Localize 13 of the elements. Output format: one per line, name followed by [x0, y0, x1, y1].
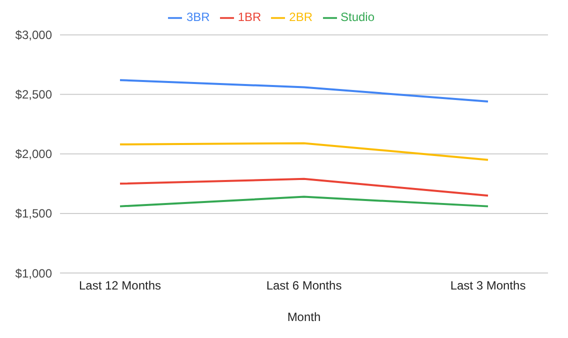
legend-label: 1BR: [238, 10, 262, 24]
y-tick-label: $1,500: [15, 206, 52, 221]
y-tick-label: $2,500: [15, 88, 52, 102]
x-tick-label: Last 12 Months: [78, 278, 162, 293]
y-tick-label: $1,000: [15, 266, 52, 280]
x-tick-label: Last 3 Months: [450, 278, 526, 293]
legend-label: 2BR: [289, 10, 312, 24]
y-tick-label: $3,000: [15, 28, 52, 42]
y-tick-label: $2,000: [15, 147, 52, 162]
legend-label: 3BR: [186, 10, 210, 24]
x-axis-title: Month: [287, 310, 321, 324]
x-tick-label: Last 6 Months: [266, 278, 342, 293]
legend-label: Studio: [340, 10, 375, 24]
